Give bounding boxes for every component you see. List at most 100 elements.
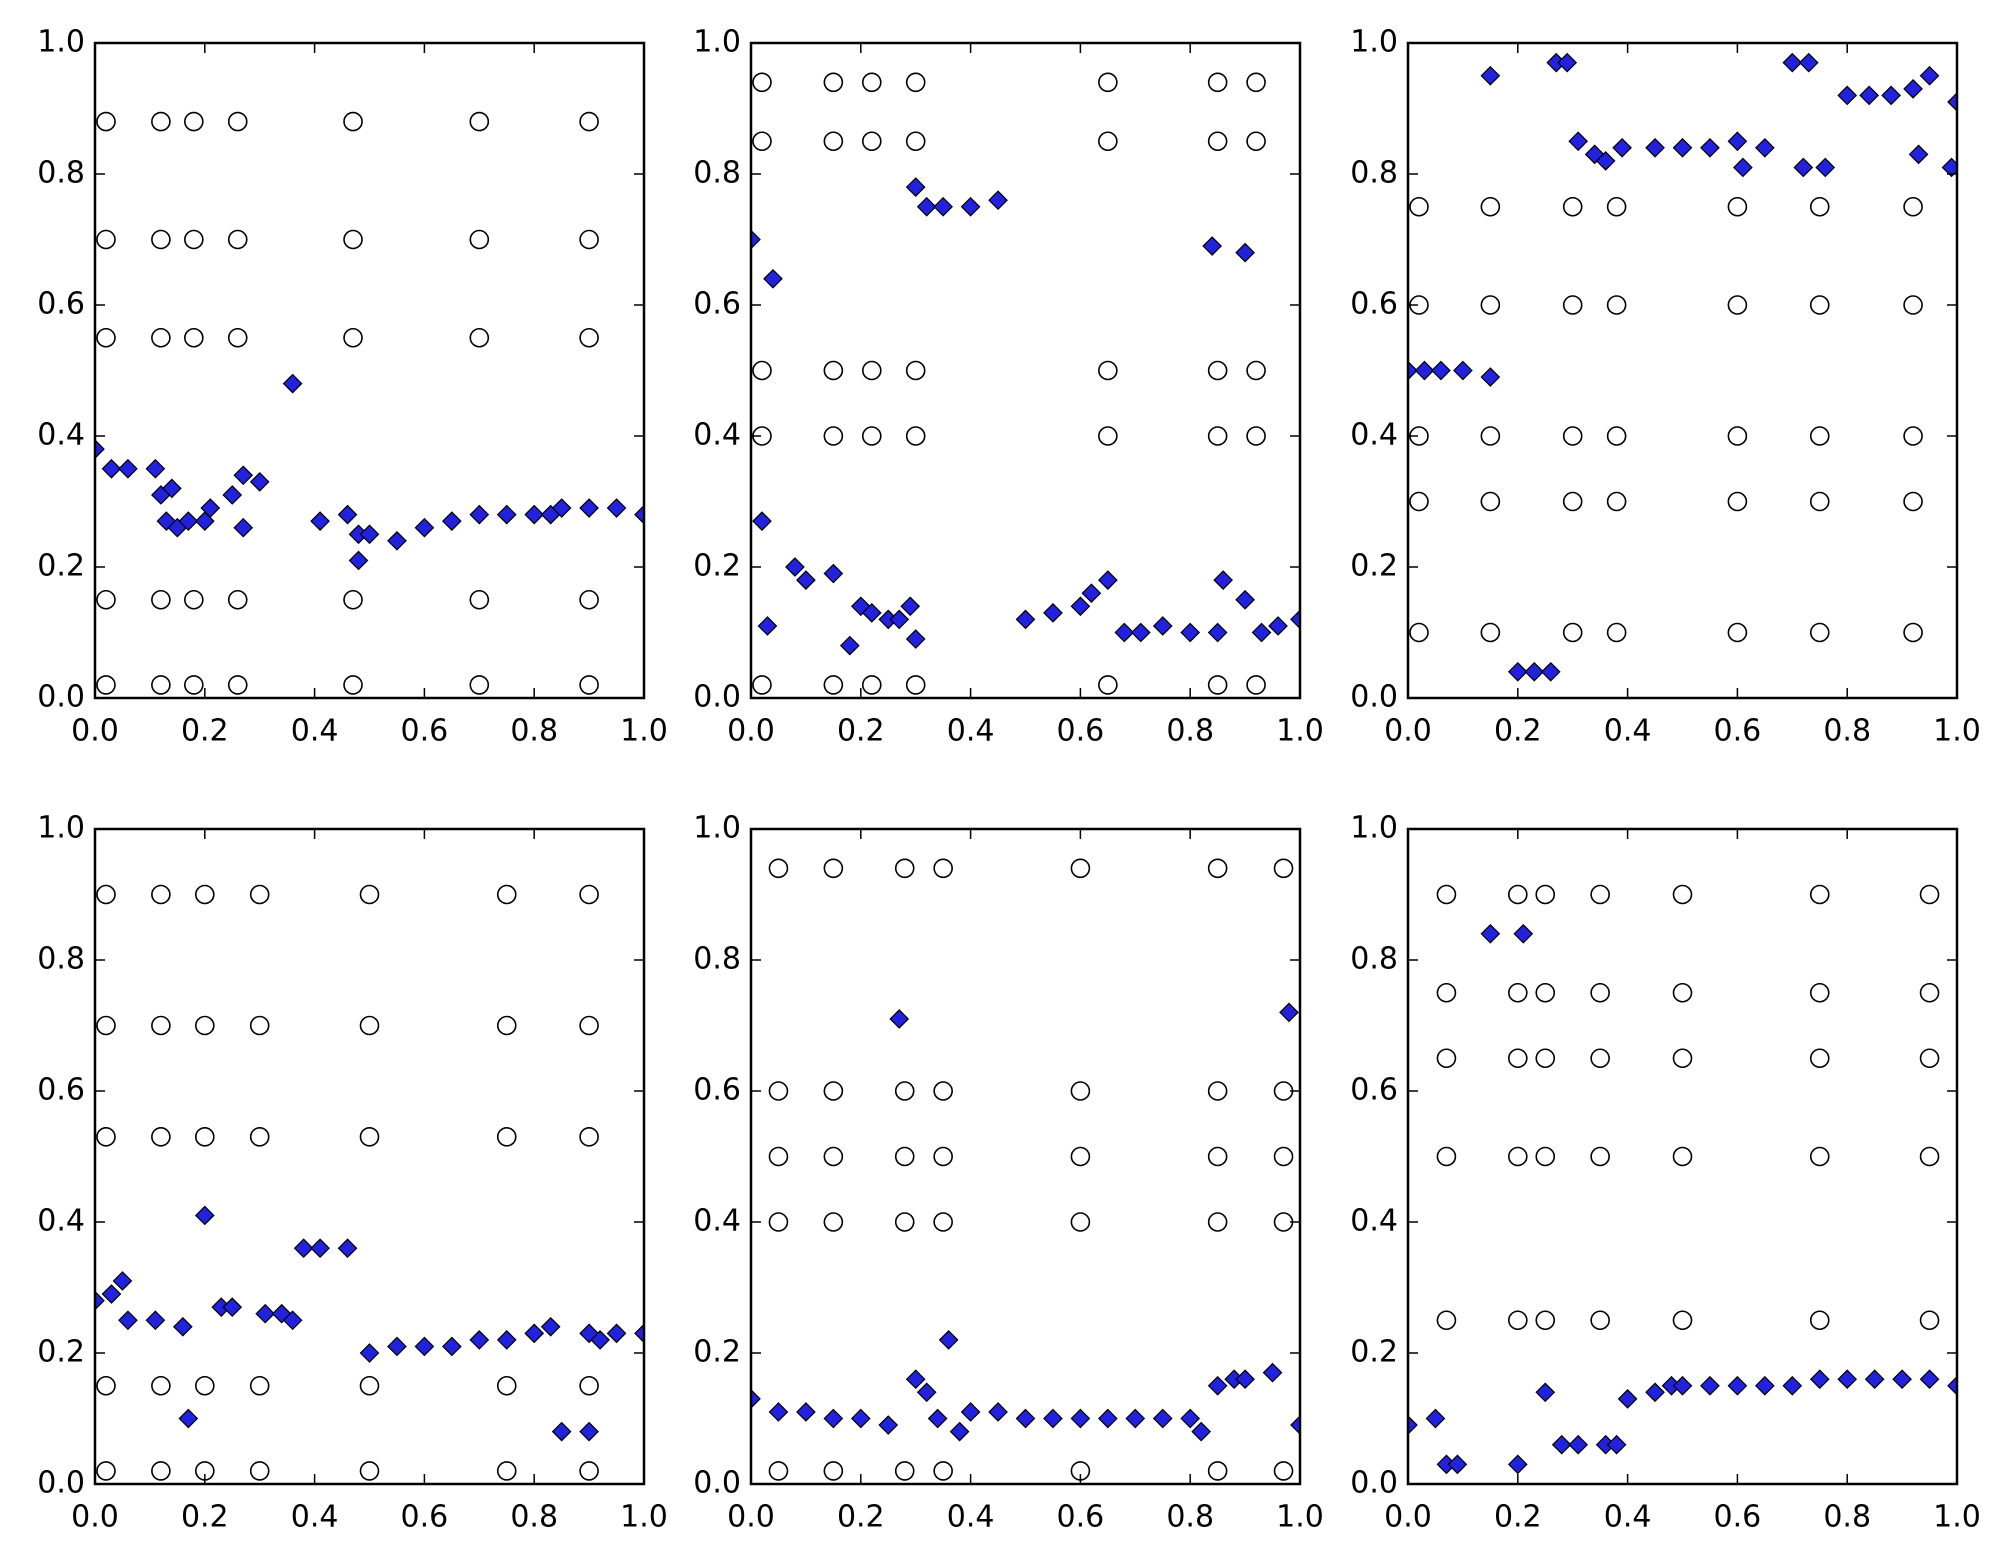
x-tick-label: 0.4 xyxy=(291,1500,339,1535)
circle-point xyxy=(249,1015,270,1036)
circle-point xyxy=(496,1461,517,1481)
diamond-point xyxy=(1180,622,1201,643)
x-tick-label: 0.0 xyxy=(71,714,119,749)
diamond-point xyxy=(927,1408,948,1429)
circle-point xyxy=(823,360,844,381)
diamond-point xyxy=(1290,609,1300,630)
diamond-point xyxy=(1947,1375,1957,1396)
circle-point xyxy=(1809,426,1830,446)
diamond-point xyxy=(1207,1375,1228,1396)
diamond-point xyxy=(1070,596,1091,617)
circle-point xyxy=(469,111,490,132)
circle-point xyxy=(823,1212,844,1232)
marks xyxy=(751,858,1300,1481)
axes-frame xyxy=(749,827,1302,1486)
y-tick-label: 0.4 xyxy=(693,1204,741,1239)
circle-point xyxy=(227,589,248,610)
circle-point xyxy=(861,675,882,695)
diamond-point xyxy=(960,196,981,217)
circle-point xyxy=(579,327,599,348)
circle-point xyxy=(359,1015,380,1036)
diamond-point xyxy=(101,1284,122,1304)
circle-point xyxy=(1480,491,1501,512)
circle-point xyxy=(1207,1212,1228,1232)
diamond-point xyxy=(1606,1434,1627,1455)
diamond-point xyxy=(590,1330,610,1350)
circle-point xyxy=(823,131,844,152)
circle-point xyxy=(1436,1146,1457,1167)
diamond-point xyxy=(496,504,517,525)
diamond-point xyxy=(1251,622,1272,643)
circle-point xyxy=(96,229,116,250)
y-tick-label: 0.6 xyxy=(693,1073,741,1108)
circle-point xyxy=(151,1375,171,1396)
diamond-point xyxy=(1540,661,1561,682)
circle-point xyxy=(823,426,844,446)
circle-point xyxy=(768,1146,789,1167)
circle-point xyxy=(1809,982,1830,1003)
circle-point xyxy=(1535,1048,1556,1069)
circle-point xyxy=(1903,491,1923,512)
marks xyxy=(1408,52,1957,682)
circle-point xyxy=(227,327,248,348)
circle-point xyxy=(1919,1048,1940,1069)
diamond-point xyxy=(905,1369,926,1390)
y-tick-label: 0.0 xyxy=(37,680,85,715)
circle-point xyxy=(1606,196,1627,217)
diamond-point xyxy=(1551,1434,1572,1455)
diamond-point xyxy=(293,1238,314,1259)
circle-point xyxy=(1590,1146,1610,1167)
circle-point xyxy=(184,327,204,348)
circle-point xyxy=(96,327,116,348)
diamond-point xyxy=(222,485,243,505)
circle-point xyxy=(768,1081,789,1101)
diamond-point xyxy=(1919,65,1940,86)
diamond-point xyxy=(145,458,166,479)
circle-point xyxy=(823,72,844,93)
circle-point xyxy=(1070,1212,1091,1232)
diamond-point xyxy=(145,1310,166,1331)
circle-point xyxy=(1672,982,1693,1003)
diamond-point xyxy=(1235,242,1255,263)
circle-point xyxy=(1535,982,1556,1003)
y-tick-label: 1.0 xyxy=(1350,25,1398,60)
diamond-point xyxy=(1207,622,1228,643)
panel: 0.0 0.2 0.4 0.6 0.8 1.0 0.0 0.2 0.4 0.6 0.8 1.0 xyxy=(37,25,668,749)
diamond-point xyxy=(194,1205,215,1226)
y-tick-label: 0.6 xyxy=(37,287,85,322)
circle-point xyxy=(1508,1048,1528,1069)
diamond-point xyxy=(1480,367,1501,387)
diamond-point xyxy=(1235,1369,1255,1390)
diamond-point xyxy=(551,1421,572,1442)
circle-point xyxy=(905,426,926,446)
y-tick-label: 0.2 xyxy=(693,549,741,584)
circle-point xyxy=(359,884,380,905)
circle-point xyxy=(1508,1310,1528,1331)
circle-point xyxy=(1606,295,1627,315)
circle-point xyxy=(249,884,270,905)
circle-point xyxy=(1409,196,1429,217)
y-tick-label: 0.4 xyxy=(1350,1204,1398,1239)
y-tick-label: 1.0 xyxy=(37,25,85,60)
x-tick-label: 1.0 xyxy=(1276,714,1324,749)
x-tick-label: 1.0 xyxy=(1276,1500,1324,1535)
diamond-point xyxy=(579,1421,599,1442)
circle-point xyxy=(894,1461,915,1481)
diamond-point xyxy=(1755,137,1775,158)
circle-point xyxy=(905,675,926,695)
circle-point xyxy=(752,72,772,93)
circle-point xyxy=(1903,196,1923,217)
circle-point xyxy=(823,675,844,695)
diamond-point xyxy=(1268,616,1288,636)
circle-point xyxy=(151,1461,171,1481)
circle-point xyxy=(1727,426,1748,446)
diamond-point xyxy=(282,373,303,394)
diamond-point xyxy=(751,1389,761,1409)
diamond-point xyxy=(1672,137,1693,158)
x-tick-label: 0.4 xyxy=(1604,1500,1652,1535)
diamond-point xyxy=(960,1402,981,1422)
circle-point xyxy=(1809,295,1830,315)
circle-point xyxy=(1562,622,1583,643)
circle-point xyxy=(579,1461,599,1481)
circle-point xyxy=(195,1015,215,1036)
